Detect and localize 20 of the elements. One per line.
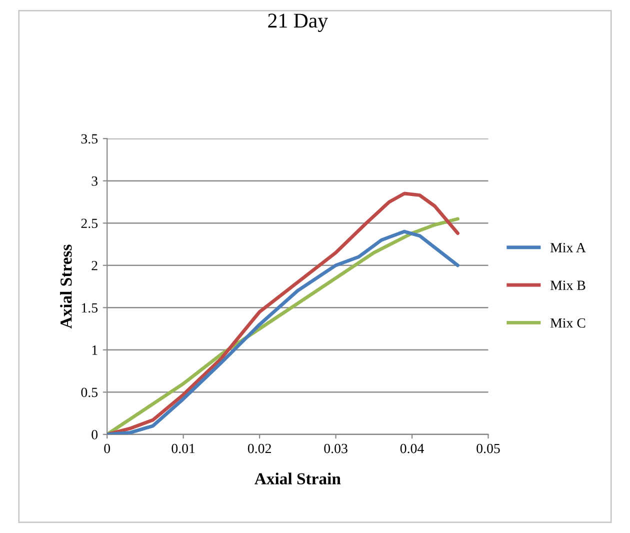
y-tick-label: 3.5 (81, 134, 98, 144)
legend-label: Mix B (550, 280, 586, 290)
y-tick-label: 0 (92, 430, 98, 440)
y-tick-label: 0.5 (81, 388, 98, 398)
legend-label: Mix A (550, 242, 586, 252)
legend-label: Mix C (550, 318, 586, 328)
x-tick-label: 0.05 (476, 444, 500, 454)
y-tick-label: 1.5 (82, 303, 98, 313)
y-tick-label: 2 (92, 260, 98, 270)
y-tick-label: 1 (92, 346, 98, 355)
x-tick-label: 0.04 (400, 444, 424, 454)
y-axis-title: Axial Stress (60, 244, 72, 329)
x-tick-label: 0.01 (172, 444, 195, 454)
x-tick-label: 0.02 (248, 444, 271, 454)
x-tick-label: 0.03 (324, 444, 348, 454)
chart-title: 21 Day (268, 14, 328, 32)
x-axis-title: Axial Strain (254, 472, 341, 484)
y-tick-label: 3 (92, 176, 98, 186)
x-tick-label: 0 (104, 444, 110, 454)
y-tick-label: 2.5 (81, 218, 98, 228)
